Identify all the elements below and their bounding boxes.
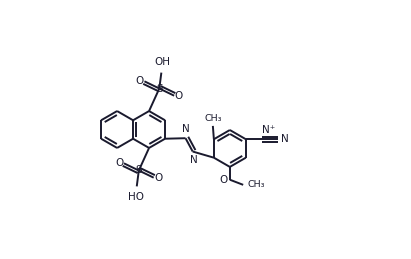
Text: N: N xyxy=(189,155,197,166)
Text: O: O xyxy=(154,173,162,183)
Text: N⁺: N⁺ xyxy=(262,125,275,135)
Text: N: N xyxy=(281,134,289,144)
Text: O: O xyxy=(175,91,183,101)
Text: O: O xyxy=(219,175,227,185)
Text: CH₃: CH₃ xyxy=(204,114,222,123)
Text: S: S xyxy=(156,83,163,93)
Text: OH: OH xyxy=(155,57,171,67)
Text: N: N xyxy=(182,124,190,134)
Text: HO: HO xyxy=(128,192,144,202)
Text: O: O xyxy=(136,76,144,86)
Text: S: S xyxy=(136,166,142,176)
Text: O: O xyxy=(115,158,123,168)
Text: CH₃: CH₃ xyxy=(248,180,265,189)
